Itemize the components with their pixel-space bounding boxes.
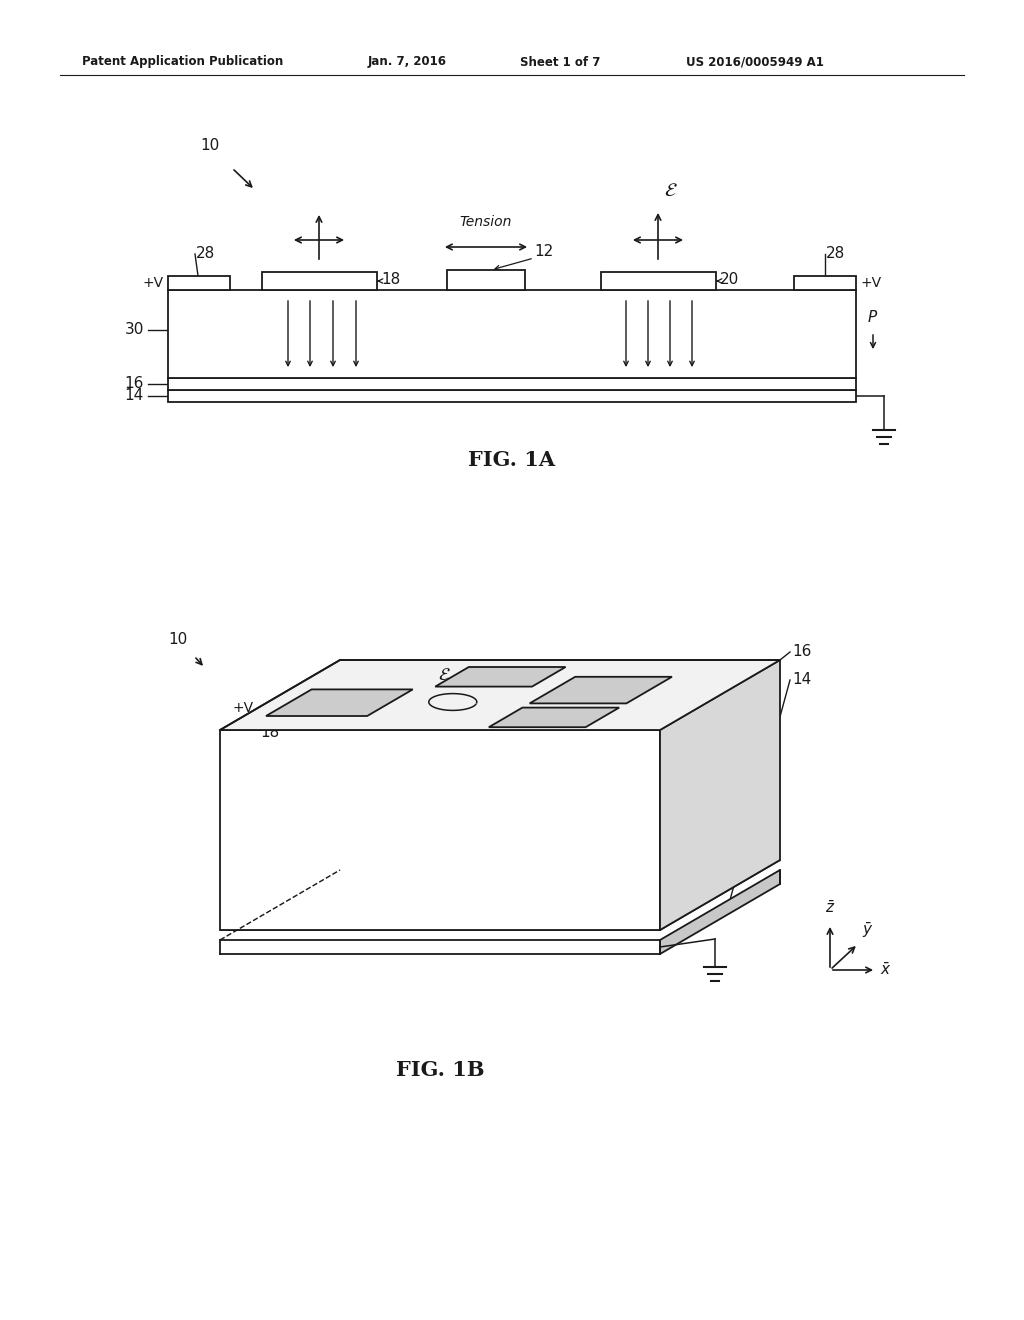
Text: +V: +V	[232, 701, 254, 714]
Text: Jan. 7, 2016: Jan. 7, 2016	[368, 55, 447, 69]
Bar	[794, 276, 856, 290]
Bar	[168, 378, 856, 389]
Text: +V: +V	[860, 276, 881, 290]
Polygon shape	[220, 861, 780, 931]
Text: 16: 16	[125, 376, 144, 392]
Text: P: P	[868, 310, 878, 326]
Text: 18: 18	[260, 725, 280, 741]
Text: FIG. 1B: FIG. 1B	[395, 1060, 484, 1080]
Polygon shape	[266, 689, 413, 715]
Polygon shape	[660, 870, 780, 954]
Text: 16: 16	[792, 644, 811, 660]
Text: +V: +V	[143, 276, 164, 290]
Polygon shape	[488, 708, 620, 727]
Text: $\bar{y}$: $\bar{y}$	[862, 921, 873, 940]
Text: 18: 18	[381, 272, 400, 286]
Polygon shape	[529, 677, 672, 704]
Text: +V: +V	[543, 702, 564, 715]
Polygon shape	[435, 667, 565, 686]
Text: $\bar{z}$: $\bar{z}$	[825, 900, 836, 916]
Text: $\bar{x}$: $\bar{x}$	[880, 962, 892, 978]
Text: Sheet 1 of 7: Sheet 1 of 7	[520, 55, 600, 69]
Text: Patent Application Publication: Patent Application Publication	[82, 55, 284, 69]
Text: 14: 14	[125, 388, 144, 404]
Text: 28: 28	[826, 247, 845, 261]
Text: US 2016/0005949 A1: US 2016/0005949 A1	[686, 55, 824, 69]
Text: FIG. 1A: FIG. 1A	[468, 450, 556, 470]
Polygon shape	[220, 660, 780, 730]
Polygon shape	[660, 660, 780, 931]
Polygon shape	[220, 730, 660, 931]
Text: $\mathcal{E}$: $\mathcal{E}$	[664, 181, 678, 201]
Text: Tension: Tension	[460, 215, 512, 228]
Bar	[601, 272, 716, 290]
Text: 20: 20	[720, 272, 739, 286]
Bar	[168, 276, 230, 290]
Bar	[168, 389, 856, 403]
Text: 20: 20	[609, 705, 628, 719]
Text: 30: 30	[125, 322, 144, 338]
Text: $\mathcal{E}$: $\mathcal{E}$	[438, 667, 452, 684]
Text: 12: 12	[534, 244, 553, 260]
Text: 10: 10	[200, 137, 219, 153]
Text: 24: 24	[610, 698, 630, 713]
Text: 10: 10	[168, 632, 187, 648]
Text: 14: 14	[792, 672, 811, 688]
Text: 28: 28	[196, 247, 215, 261]
Bar	[447, 271, 525, 290]
Text: 22: 22	[419, 677, 438, 692]
Bar	[168, 290, 856, 378]
Bar	[262, 272, 377, 290]
